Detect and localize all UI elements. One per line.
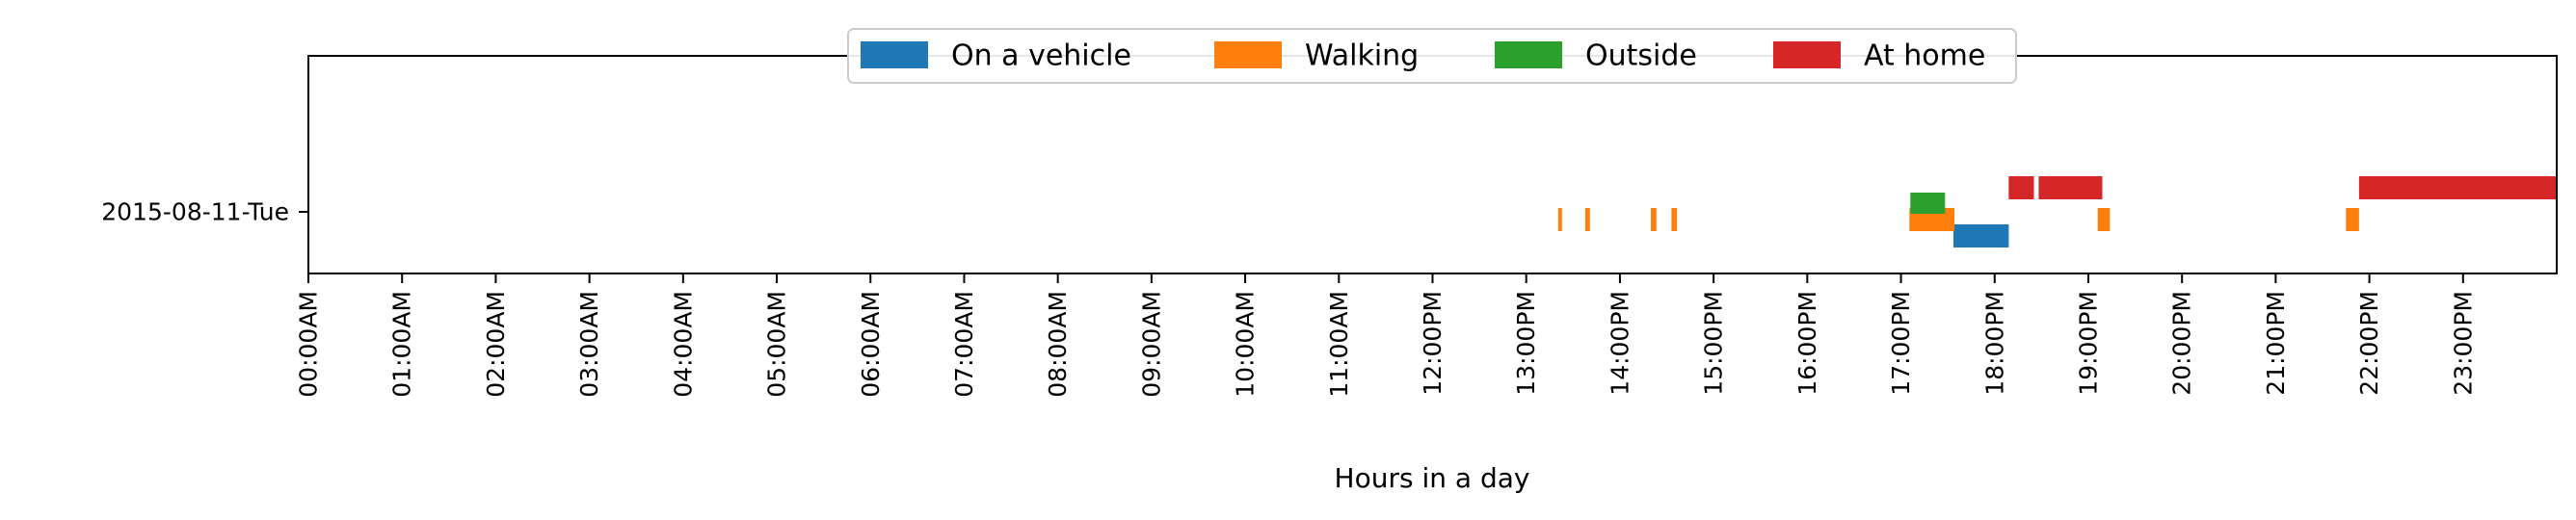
x-tick-label-6: 06:00AM — [857, 291, 885, 398]
x-tick-label-2: 02:00AM — [482, 291, 510, 398]
bar-walking-2 — [1651, 208, 1657, 231]
bar-outside-0 — [1910, 193, 1946, 214]
legend-swatch-2 — [1495, 41, 1562, 68]
x-tick-label-19: 19:00PM — [2074, 291, 2102, 396]
x-tick-label-20: 20:00PM — [2168, 291, 2196, 396]
y-axis: 2015-08-11-Tue — [101, 198, 308, 226]
legend-label-3: At home — [1864, 39, 1985, 73]
legend: On a vehicle Walking Outside At home — [847, 28, 2017, 84]
x-tick-label-15: 15:00PM — [1700, 291, 1728, 396]
legend-swatch-0 — [861, 41, 928, 68]
x-tick-label-5: 05:00AM — [763, 291, 791, 398]
bar-walking-3 — [1671, 208, 1678, 231]
x-tick-label-14: 14:00PM — [1606, 291, 1633, 396]
bar-walking-1 — [1584, 208, 1590, 231]
x-tick-label-16: 16:00PM — [1793, 291, 1821, 396]
bar-at-home-2 — [2358, 176, 2557, 199]
x-tick-label-10: 10:00AM — [1232, 291, 1260, 398]
x-tick-label-4: 04:00AM — [669, 291, 697, 398]
legend-swatch-1 — [1214, 41, 1282, 68]
x-tick-label-3: 03:00AM — [575, 291, 603, 398]
legend-label-1: Walking — [1305, 39, 1419, 73]
x-tick-label-1: 01:00AM — [388, 291, 416, 398]
legend-box — [847, 28, 2017, 84]
x-tick-label-22: 22:00PM — [2355, 291, 2383, 396]
x-tick-label-18: 18:00PM — [1980, 291, 2008, 396]
legend-label-0: On a vehicle — [951, 39, 1131, 73]
bar-walking-0 — [1557, 208, 1562, 231]
bar-at-home-1 — [2038, 176, 2103, 199]
legend-label-2: Outside — [1585, 39, 1697, 73]
x-tick-label-12: 12:00PM — [1419, 291, 1447, 396]
x-tick-label-21: 21:00PM — [2262, 291, 2290, 396]
bar-on-a-vehicle-0 — [1953, 224, 2009, 247]
bar-at-home-0 — [2008, 176, 2034, 199]
activity-bars — [1557, 176, 2557, 247]
x-axis: 00:00AM 01:00AM 02:00AM 03:00AM 04:00AM 05:00… — [295, 273, 2477, 398]
x-tick-label-0: 00:00AM — [295, 291, 323, 398]
bar-walking-5 — [2097, 208, 2111, 231]
y-tick-label-0: 2015-08-11-Tue — [101, 198, 289, 226]
legend-swatch-3 — [1773, 41, 1841, 68]
x-tick-label-13: 13:00PM — [1512, 291, 1540, 396]
x-tick-label-23: 23:00PM — [2449, 291, 2477, 396]
bar-walking-6 — [2346, 208, 2359, 231]
x-tick-label-8: 08:00AM — [1044, 291, 1072, 398]
x-tick-label-17: 17:00PM — [1887, 291, 1915, 396]
x-tick-label-7: 07:00AM — [950, 291, 978, 398]
x-tick-label-9: 09:00AM — [1137, 291, 1165, 398]
x-axis-label: Hours in a day — [1335, 462, 1530, 494]
x-tick-label-11: 11:00AM — [1325, 291, 1353, 398]
